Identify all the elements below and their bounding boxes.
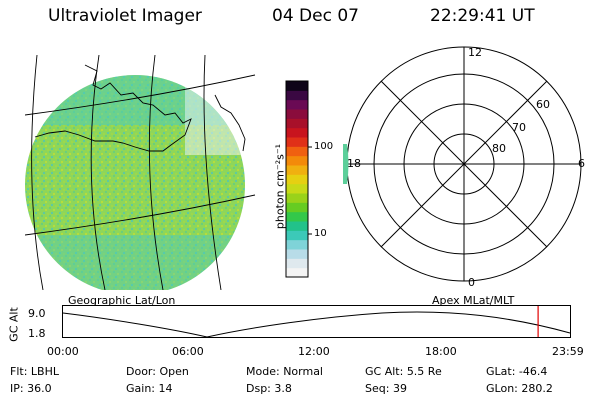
colorbar-swatch (286, 174, 308, 185)
uv-image-disk (25, 75, 245, 290)
colorbar-swatch (286, 230, 308, 241)
geographic-map-label: Geographic Lat/Lon (68, 294, 176, 307)
geographic-map (25, 55, 256, 290)
colorbar-swatch (286, 249, 308, 259)
status-dsp: Dsp: 3.8 (246, 382, 292, 395)
status-flt: Flt: LBHL (10, 365, 59, 378)
instrument-title: Ultraviolet Imager (48, 6, 202, 26)
status-door: Door: Open (126, 365, 189, 378)
orbit-xtick-1: 06:00 (172, 345, 204, 358)
orbit-xtick-0: 00:00 (47, 345, 79, 358)
colorbar-swatch (286, 127, 308, 138)
orbit-xtick-2: 12:00 (298, 345, 330, 358)
colorbar-swatch (286, 99, 308, 110)
uv-image-patch (343, 144, 349, 184)
colorbar-unit-label: photon cm⁻²s⁻¹ (273, 143, 287, 230)
status-mode: Mode: Normal (246, 365, 323, 378)
lat-label-60: 60 (536, 98, 550, 111)
colorbar-swatch (286, 165, 308, 175)
colorbar-swatch (286, 155, 308, 166)
colorbar-swatch (286, 202, 308, 213)
status-ip: IP: 36.0 (10, 382, 52, 395)
colorbar-swatch (286, 137, 308, 147)
orbit-xtick-3: 18:00 (425, 345, 457, 358)
status-gain: Gain: 14 (126, 382, 173, 395)
colorbar (285, 80, 312, 278)
colorbar-swatch (286, 239, 308, 250)
colorbar-swatch (286, 221, 308, 231)
orbit-ytick-max: 9.0 (28, 307, 46, 320)
orbit-altitude-plot (62, 305, 571, 338)
orbit-xtick-4: 23:59 (552, 345, 584, 358)
colorbar-swatch (286, 193, 308, 203)
orbit-ylabel: GC Alt (7, 307, 21, 342)
status-glon: GLon: 280.2 (486, 382, 553, 395)
mlt-label-18: 18 (347, 157, 361, 170)
colorbar-tick-10: 10 (314, 228, 327, 239)
orbit-altitude-curve (62, 311, 571, 338)
colorbar-swatch (286, 118, 308, 129)
status-gc-alt: GC Alt: 5.5 Re (365, 365, 442, 378)
colorbar-swatch (286, 267, 308, 278)
time-label: 22:29:41 UT (430, 6, 535, 26)
orbit-ytick-min: 1.8 (28, 327, 46, 340)
colorbar-swatch (286, 183, 308, 194)
colorbar-tick-100: 100 (314, 141, 334, 152)
colorbar-swatch (286, 81, 308, 91)
coastline (34, 64, 192, 152)
colorbar-swatch (286, 90, 308, 101)
colorbar-swatch (286, 258, 308, 269)
lat-label-70: 70 (512, 121, 526, 134)
mlt-label-0: 0 (468, 276, 475, 289)
status-seq: Seq: 39 (365, 382, 407, 395)
status-glat: GLat: -46.4 (486, 365, 548, 378)
mlt-label-6: 6 (578, 157, 585, 170)
colorbar-swatch (286, 211, 308, 222)
polar-plot (343, 46, 582, 282)
polar-map-label: Apex MLat/MLT (432, 294, 515, 307)
date-label: 04 Dec 07 (272, 6, 359, 26)
mlt-label-12: 12 (468, 46, 482, 59)
lat-label-80: 80 (492, 142, 506, 155)
colorbar-swatch (286, 109, 308, 119)
colorbar-swatch (286, 146, 308, 157)
